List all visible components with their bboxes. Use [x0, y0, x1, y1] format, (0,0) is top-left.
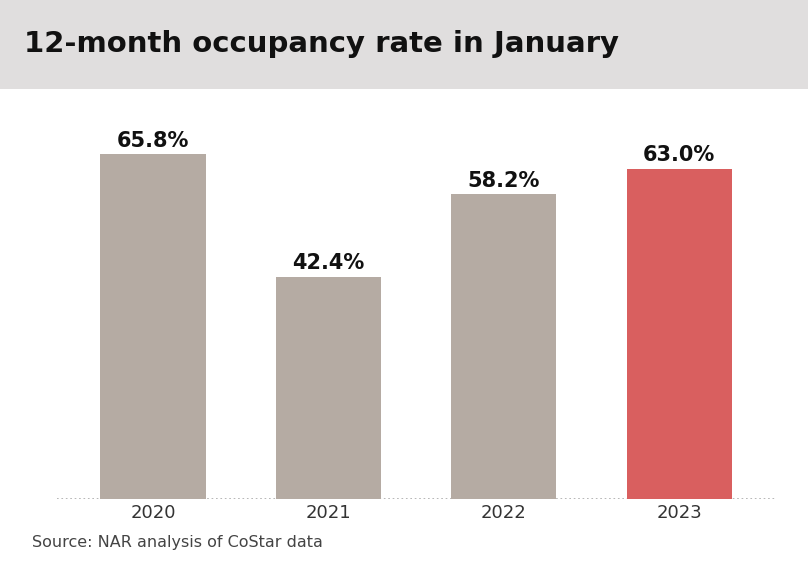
Text: 63.0%: 63.0% — [643, 145, 715, 165]
Bar — [276, 277, 381, 499]
Text: 12-month occupancy rate in January: 12-month occupancy rate in January — [24, 30, 619, 59]
Text: 65.8%: 65.8% — [117, 131, 189, 151]
Bar — [626, 169, 732, 499]
Bar — [451, 194, 557, 499]
Text: 42.4%: 42.4% — [292, 254, 364, 273]
Bar — [100, 154, 206, 499]
Text: 58.2%: 58.2% — [468, 170, 540, 191]
Text: Source: NAR analysis of CoStar data: Source: NAR analysis of CoStar data — [32, 535, 323, 550]
